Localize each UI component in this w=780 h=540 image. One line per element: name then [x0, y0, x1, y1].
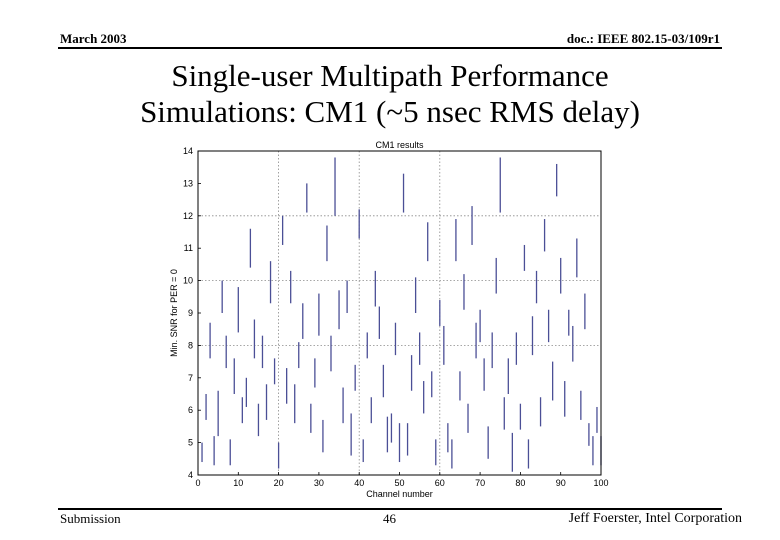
footer-rule	[58, 508, 722, 510]
y-tick-label: 10	[183, 276, 193, 286]
y-tick-label: 11	[184, 243, 193, 253]
x-tick-label: 10	[233, 478, 243, 488]
x-tick-label: 30	[314, 478, 324, 488]
x-tick-label: 100	[593, 478, 608, 488]
y-axis-label: Min. SNR for PER = 0	[169, 269, 179, 357]
x-tick-label: 90	[556, 478, 566, 488]
x-tick-label: 60	[435, 478, 445, 488]
x-ticks: 0 10 20 30 40 50 60 70 80 90 100	[195, 472, 609, 488]
bar-layer	[201, 157, 602, 472]
x-tick-label: 40	[354, 478, 364, 488]
chart-title: CM1 results	[375, 140, 424, 150]
x-axis-label: Channel number	[366, 489, 433, 499]
y-tick-label: 8	[188, 340, 193, 350]
slide-title-line-2: Simulations: CM1 (~5 nsec RMS delay)	[140, 94, 640, 129]
x-tick-label: 20	[274, 478, 284, 488]
y-tick-label: 14	[183, 146, 193, 156]
y-tick-label: 7	[188, 373, 193, 383]
slide-title-line-1: Single-user Multipath Performance	[171, 58, 609, 93]
y-tick-label: 13	[183, 178, 193, 188]
cm1-results-chart: CM1 results 0 10 20 30 40 50 60 70 80 90 100 4 5 6 7 8…	[169, 140, 609, 499]
y-tick-label: 5	[188, 438, 193, 448]
y-tick-label: 12	[183, 211, 193, 221]
footer-submission: Submission	[60, 511, 121, 526]
x-tick-label: 0	[195, 478, 200, 488]
header-date: March 2003	[60, 31, 127, 46]
y-tick-label: 6	[188, 405, 193, 415]
x-tick-label: 70	[475, 478, 485, 488]
header-rule	[58, 47, 722, 49]
y-tick-label: 4	[188, 470, 193, 480]
slide-title: Single-user Multipath Performance Simula…	[0, 58, 780, 130]
y-ticks: 4 5 6 7 8 9 10 11 12 13 14	[183, 146, 201, 480]
footer-author: Jeff Foerster, Intel Corporation	[568, 511, 742, 526]
footer-page-number: 46	[383, 511, 396, 526]
x-tick-label: 50	[394, 478, 404, 488]
header-doc-id: doc.: IEEE 802.15-03/109r1	[566, 31, 720, 46]
y-tick-label: 9	[188, 308, 193, 318]
x-tick-label: 80	[515, 478, 525, 488]
